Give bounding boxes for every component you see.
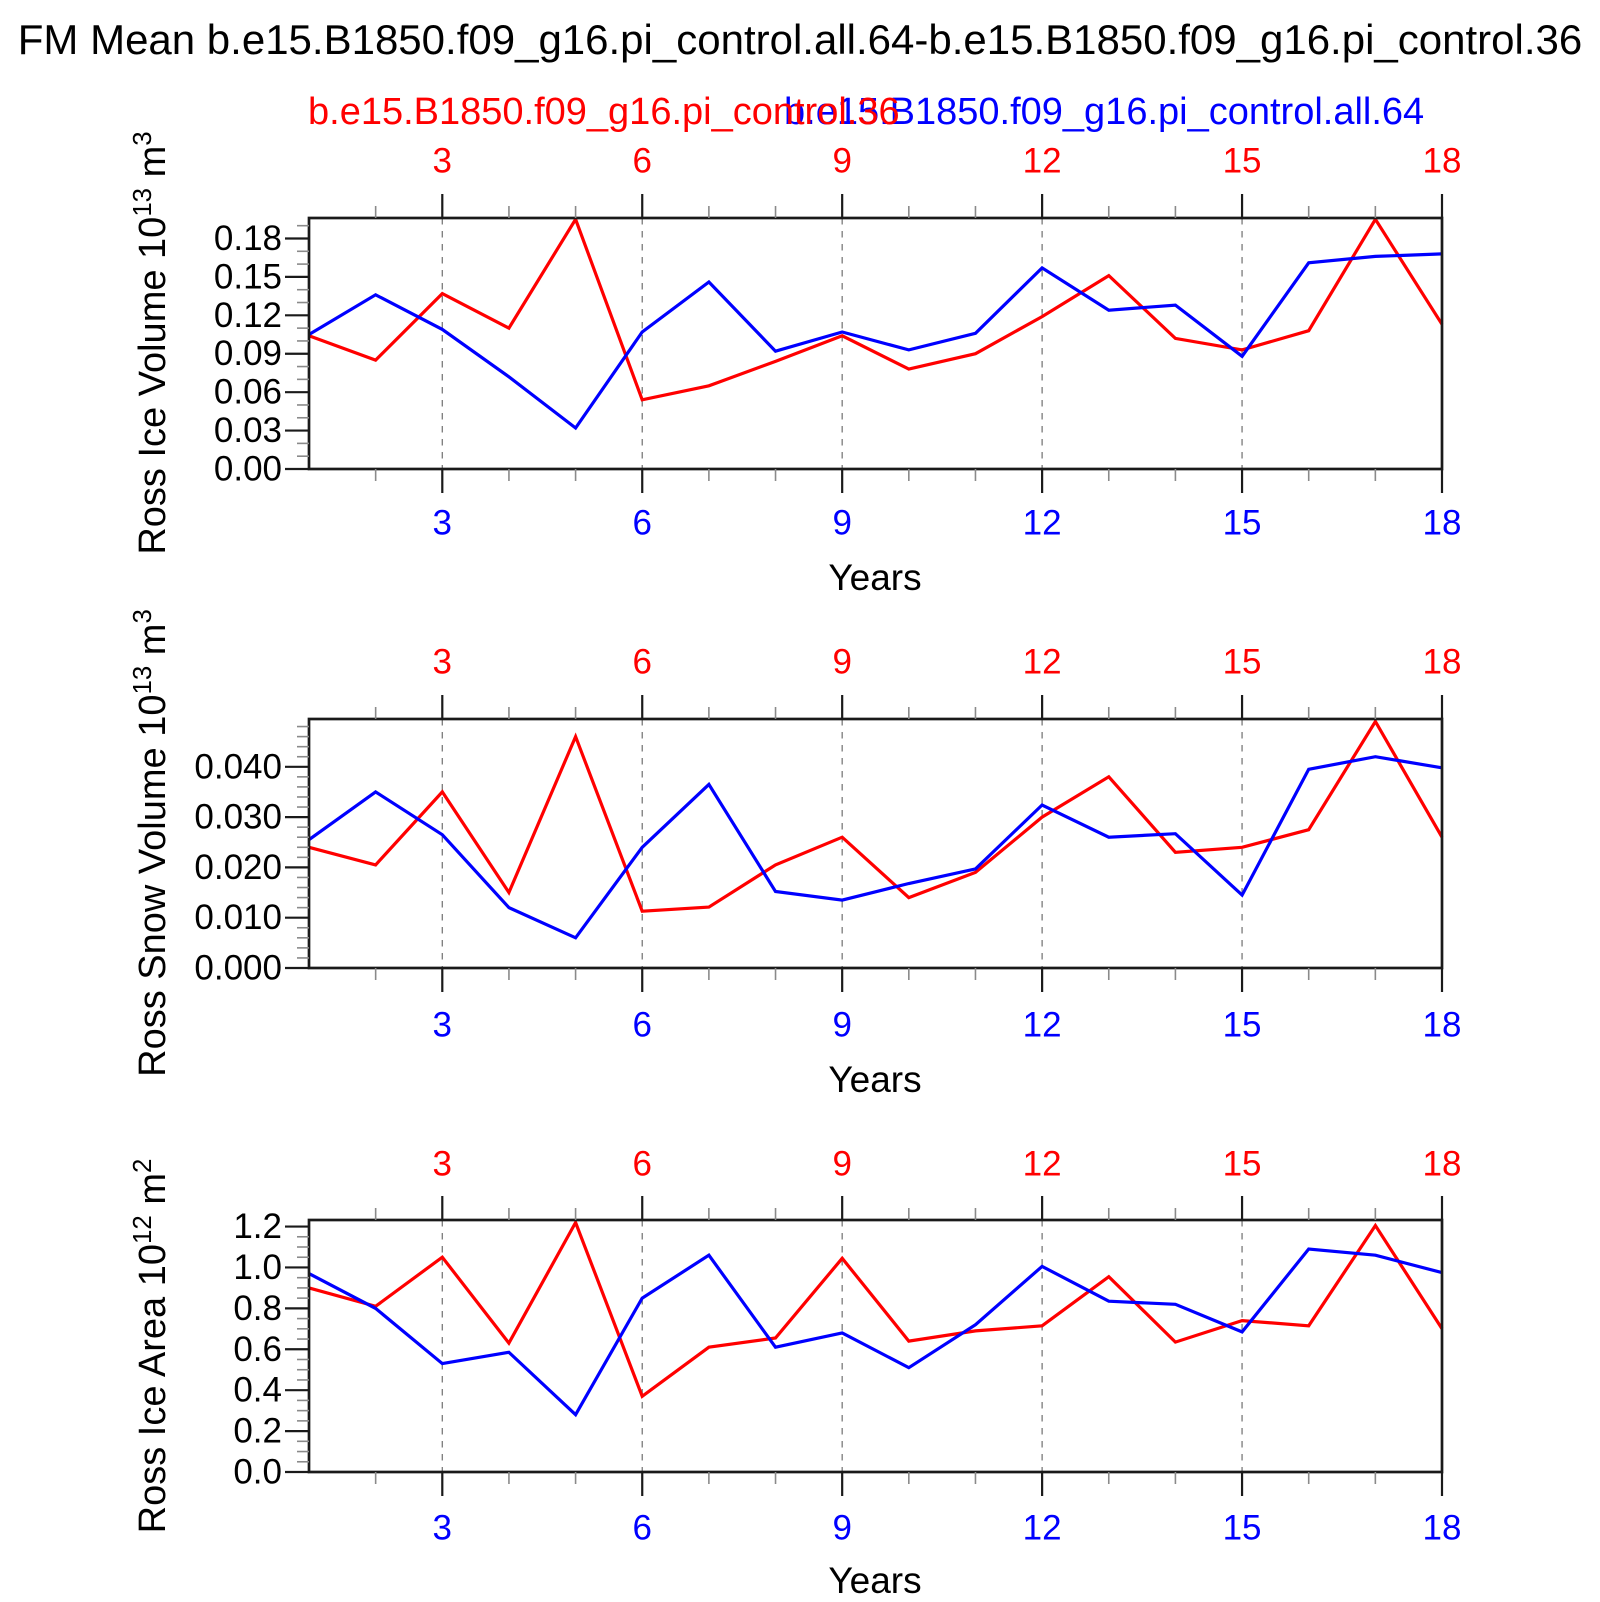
x-tick-label-bottom: 6 [633,1006,652,1045]
x-tick-label-top: 9 [832,643,851,682]
x-tick-label-bottom: 18 [1423,1006,1462,1045]
y-tick-label: 0.18 [214,219,282,258]
y-tick-label: 0.00 [214,450,282,489]
panel-1: 3366991212151518180.000.030.060.090.120.… [214,142,1462,543]
x-tick-label-top: 6 [633,142,652,181]
plot-frame [307,717,1444,970]
x-axis-title-panel3: Years [828,1560,922,1601]
x-tick-label-bottom: 9 [832,504,851,543]
x-tick-label-bottom: 9 [832,1509,851,1548]
x-tick-label-top: 3 [433,1145,452,1184]
x-tick-label-top: 9 [832,142,851,181]
x-tick-label-bottom: 12 [1023,504,1062,543]
x-tick-label-top: 3 [433,643,452,682]
x-tick-label-bottom: 12 [1023,1509,1062,1548]
y-tick-label: 0.020 [194,848,282,887]
panel-3: 3 3 6 6 9 9 12 12 15 15 18 18 0.00.20.40.60.81.01.2 [233,1145,1461,1548]
legend-label-red-run: b.e15.B1850.f09_g16.pi_control.36 [308,91,900,133]
y-tick-label: 0.0 [233,1453,282,1492]
figure-title: FM Mean b.e15.B1850.f09_g16.pi_control.a… [17,16,1583,63]
x-tick-label-bottom: 6 [633,1509,652,1548]
x-tick-label-bottom: 18 [1423,504,1462,543]
x-axis-title-panel1: Years [828,557,922,598]
panel-2: 3 3 6 6 9 9 12 12 15 15 18 18 0.000 0.010 0.020 0.030 0.… [194,643,1461,1045]
y-tick-label: 0.09 [214,334,282,373]
y-tick-label: 0.6 [233,1330,282,1369]
series-line [308,252,1443,431]
y-tick-label: 0.4 [233,1371,282,1410]
y-tick-label: 0.15 [214,257,282,296]
x-tick-label-bottom: 12 [1023,1006,1062,1045]
plot-frame [307,1218,1444,1474]
y-tick-label: 0.000 [194,949,282,988]
x-tick-label-top: 12 [1023,142,1062,181]
x-tick-label-bottom: 6 [633,504,652,543]
x-tick-label-top: 12 [1023,1145,1062,1184]
series-line [308,718,1444,913]
x-tick-label-bottom: 15 [1223,1006,1262,1045]
x-tick-label-top: 18 [1423,1145,1462,1184]
y-tick-label: 0.2 [233,1412,282,1451]
y-tick-label: 0.06 [214,373,282,412]
x-tick-label-bottom: 18 [1423,1509,1462,1548]
x-tick-label-top: 15 [1223,1145,1262,1184]
plot-frame [307,216,1444,471]
y-tick-label: 1.2 [233,1207,282,1246]
x-tick-label-bottom: 3 [433,1006,452,1045]
y-tick-label: 0.12 [214,296,282,335]
x-tick-label-bottom: 15 [1223,1509,1262,1548]
x-tick-label-bottom: 15 [1223,504,1262,543]
x-axis-title-panel2: Years [828,1059,922,1100]
y-tick-label: 0.8 [233,1289,282,1328]
x-tick-label-top: 18 [1423,643,1462,682]
y-tick-label: 0.03 [214,411,282,450]
legend-label-blue-run: b.e15.B1850.f09_g16.pi_control.all.64 [784,91,1425,133]
y-tick-label: 1.0 [233,1248,282,1287]
y-tick-label: 0.040 [194,747,282,786]
x-tick-label-top: 15 [1223,643,1262,682]
series-line [308,755,1443,940]
x-tick-label-bottom: 9 [832,1006,851,1045]
x-tick-label-top: 3 [433,142,452,181]
x-tick-label-top: 9 [832,1145,851,1184]
x-tick-label-top: 6 [633,643,652,682]
y-tick-label: 0.010 [194,898,282,937]
x-tick-label-top: 15 [1223,142,1262,181]
series-line [308,1218,1444,1399]
series-line [308,1247,1443,1418]
x-tick-label-bottom: 3 [433,1509,452,1548]
x-tick-label-top: 12 [1023,643,1062,682]
x-tick-label-top: 6 [633,1145,652,1184]
x-tick-label-top: 18 [1423,142,1462,181]
series-line [308,215,1444,402]
x-tick-label-bottom: 3 [433,504,452,543]
y-tick-label: 0.030 [194,798,282,837]
